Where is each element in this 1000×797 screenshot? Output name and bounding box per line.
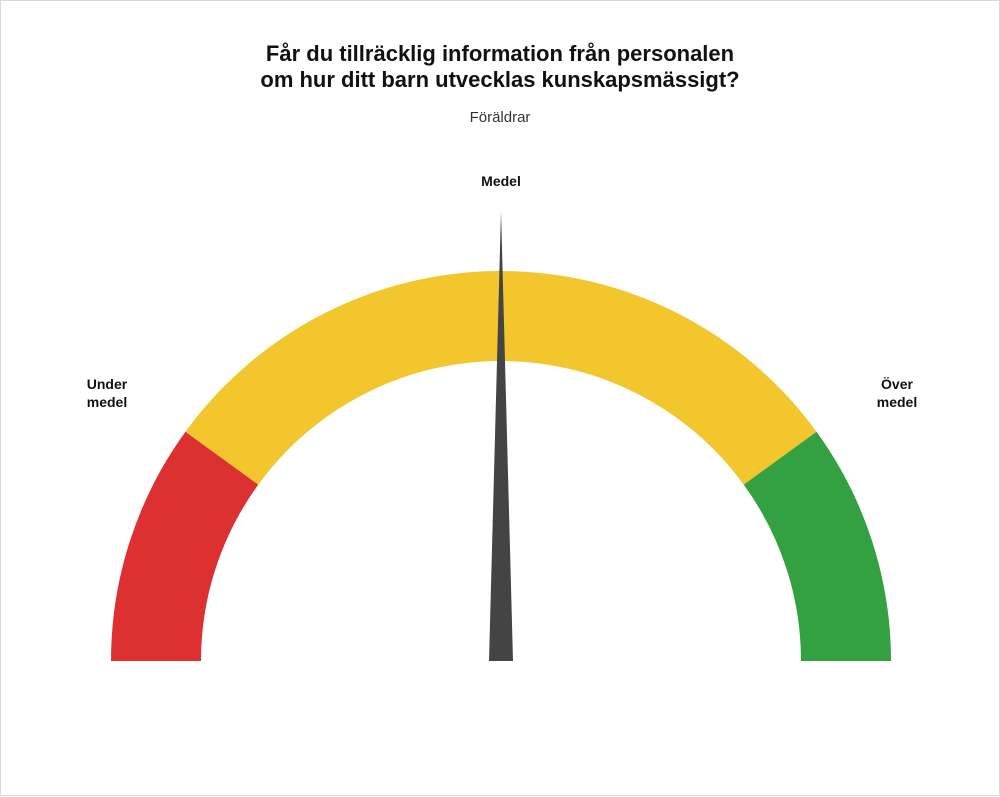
gauge-svg bbox=[1, 1, 1000, 797]
gauge-chart bbox=[1, 1, 1000, 797]
gauge-label-over-medel: Över medel bbox=[857, 376, 937, 411]
gauge-segment-medel-high bbox=[501, 271, 817, 485]
gauge-label-medel: Medel bbox=[461, 173, 541, 191]
gauge-segment-medel-low bbox=[185, 271, 501, 485]
chart-frame: Får du tillräcklig information från pers… bbox=[0, 0, 1000, 796]
gauge-label-under-medel: Under medel bbox=[67, 376, 147, 411]
